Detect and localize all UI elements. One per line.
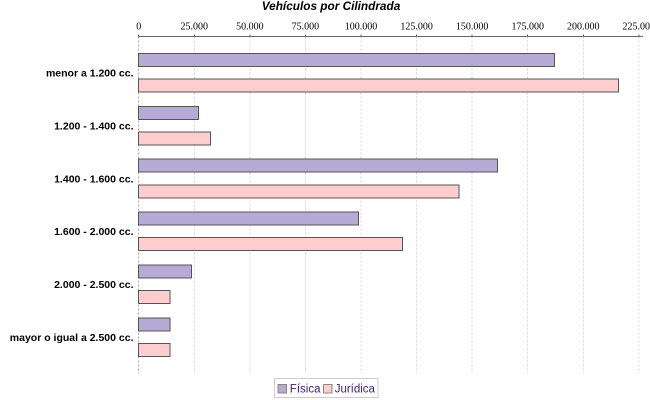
svg-text:125.000: 125.000 xyxy=(400,22,433,33)
svg-text:2.000 - 2.500 cc.: 2.000 - 2.500 cc. xyxy=(54,279,133,291)
svg-text:1.600 - 2.000 cc.: 1.600 - 2.000 cc. xyxy=(54,226,133,238)
svg-text:100.000: 100.000 xyxy=(345,22,378,33)
svg-text:0: 0 xyxy=(136,22,141,33)
svg-text:25.000: 25.000 xyxy=(181,22,209,33)
svg-text:mayor o igual a 2.500 cc.: mayor o igual a 2.500 cc. xyxy=(10,332,134,344)
svg-text:50.000: 50.000 xyxy=(236,22,264,33)
svg-text:200.000: 200.000 xyxy=(567,22,600,33)
svg-text:1.200 - 1.400 cc.: 1.200 - 1.400 cc. xyxy=(54,120,133,132)
svg-text:150.000: 150.000 xyxy=(456,22,489,33)
svg-text:1.400 - 1.600 cc.: 1.400 - 1.600 cc. xyxy=(54,173,133,185)
svg-text:Vehículos por Cilindrada: Vehículos por Cilindrada xyxy=(262,0,401,13)
svg-text:menor a 1.200 cc.: menor a 1.200 cc. xyxy=(46,68,134,80)
svg-text:175.000: 175.000 xyxy=(511,22,544,33)
svg-text:75.000: 75.000 xyxy=(292,22,320,33)
svg-text:Jurídica: Jurídica xyxy=(335,384,376,396)
svg-text:225.000: 225.000 xyxy=(623,22,650,33)
svg-text:Física: Física xyxy=(290,384,321,396)
